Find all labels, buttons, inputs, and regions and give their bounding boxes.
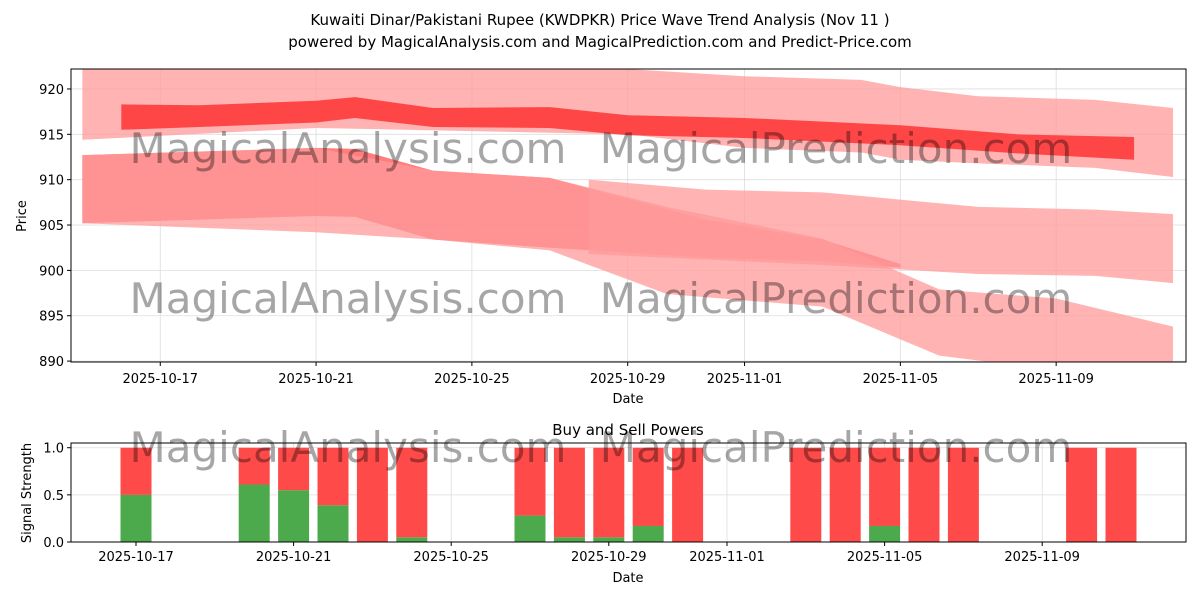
chart-title: Kuwaiti Dinar/Pakistani Rupee (KWDPKR) P… — [310, 11, 889, 29]
sell-bar — [947, 447, 979, 542]
x-tick-label: 2025-11-05 — [863, 372, 939, 387]
buy-bar — [238, 484, 270, 542]
watermark: MagicalPrediction.com — [600, 274, 1073, 323]
sell-bar — [829, 447, 861, 542]
x-tick-label: 2025-10-21 — [278, 372, 354, 387]
buy-bar — [553, 537, 585, 542]
y-tick-label: 0.0 — [43, 536, 64, 551]
x-tick-label: 2025-10-21 — [256, 550, 332, 565]
sell-bar — [869, 447, 901, 526]
sell-bar — [356, 447, 388, 542]
bar-x-axis-label: Date — [612, 571, 643, 586]
sell-bar — [396, 447, 428, 538]
x-tick-label: 2025-10-25 — [413, 550, 489, 565]
y-tick-label: 920 — [39, 83, 64, 98]
x-tick-label: 2025-10-29 — [571, 550, 647, 565]
buy-bar — [632, 525, 664, 542]
buy-bar — [593, 537, 625, 542]
sell-bar — [1066, 447, 1098, 542]
sell-bar — [553, 447, 585, 538]
bar-y-axis-label: Signal Strength — [20, 443, 35, 543]
x-tick-label: 2025-10-17 — [98, 550, 174, 565]
watermark: MagicalAnalysis.com — [130, 274, 567, 323]
y-tick-label: 910 — [39, 174, 64, 189]
x-tick-label: 2025-11-01 — [707, 372, 783, 387]
watermark: MagicalPrediction.com — [600, 423, 1073, 472]
x-tick-label: 2025-11-09 — [1018, 372, 1094, 387]
band-middle-wide — [588, 179, 1174, 284]
y-tick-label: 890 — [39, 355, 64, 370]
x-tick-label: 2025-10-29 — [590, 372, 666, 387]
y-tick-label: 1.0 — [43, 442, 64, 457]
sell-bar — [632, 447, 664, 526]
y-tick-label: 915 — [39, 128, 64, 143]
plot-frame — [70, 442, 1187, 543]
y-tick-label: 895 — [39, 310, 64, 325]
x-tick-label: 2025-10-17 — [122, 372, 198, 387]
sell-bar — [514, 447, 546, 516]
buy-bar — [869, 525, 901, 542]
watermark: MagicalPrediction.com — [600, 124, 1073, 173]
y-axis-label: Price — [15, 200, 30, 232]
y-tick-label: 900 — [39, 264, 64, 279]
x-tick-label: 2025-11-09 — [1004, 550, 1080, 565]
y-tick-label: 905 — [39, 219, 64, 234]
bands — [82, 69, 1174, 362]
bar-chart-title: Buy and Sell Powers — [552, 421, 704, 439]
sell-bar — [278, 447, 310, 491]
buy-bar — [317, 505, 349, 542]
band-upper-core — [121, 97, 1135, 160]
x-axis-label: Date — [612, 392, 643, 407]
chart-subtitle: powered by MagicalAnalysis.com and Magic… — [288, 33, 912, 51]
x-tick-label: 2025-11-01 — [689, 550, 765, 565]
sell-bar — [317, 447, 349, 506]
sell-bar — [908, 447, 940, 542]
sell-bar — [1105, 447, 1137, 542]
sell-bar — [790, 447, 822, 542]
sell-bar — [593, 447, 625, 538]
watermark: MagicalAnalysis.com — [130, 423, 567, 472]
buy-bar — [514, 515, 546, 542]
x-tick-label: 2025-11-05 — [847, 550, 923, 565]
sell-bar — [672, 447, 704, 542]
sell-bar — [120, 447, 152, 495]
buy-bar — [396, 537, 428, 542]
buy-bar — [278, 490, 310, 542]
buy-bar — [120, 494, 152, 542]
plot-frame — [70, 68, 1187, 363]
x-tick-label: 2025-10-25 — [434, 372, 510, 387]
watermark: MagicalAnalysis.com — [130, 124, 567, 173]
sell-bar — [238, 447, 270, 485]
y-tick-label: 0.5 — [43, 489, 64, 504]
